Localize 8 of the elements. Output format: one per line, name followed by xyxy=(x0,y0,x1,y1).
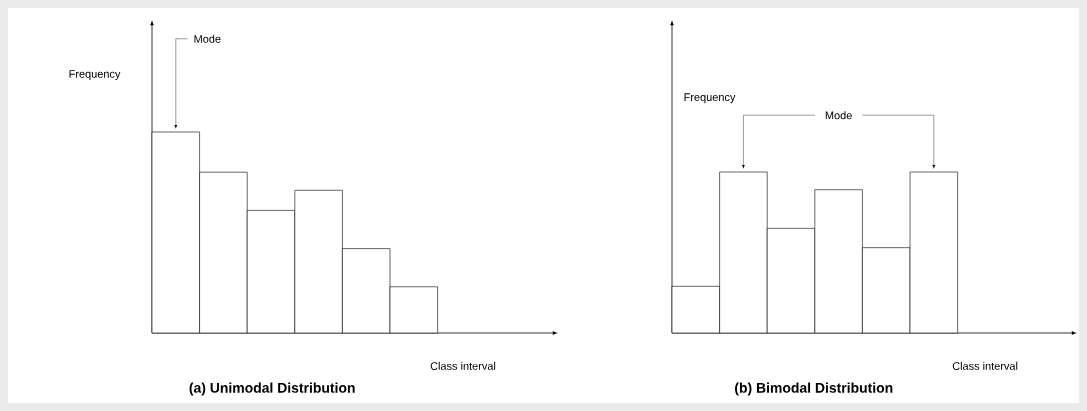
text: Mode xyxy=(825,111,852,120)
x-axis-title: Class interval xyxy=(430,361,496,370)
y-axis-title: Frequency xyxy=(684,93,736,104)
y-axis-title: Frequency xyxy=(69,70,121,80)
text: (a) Unimodal Distribution xyxy=(189,382,355,396)
text: Mode xyxy=(194,34,221,43)
x-axis-title: Class interval xyxy=(952,361,1018,370)
text: (b) Bimodal Distribution xyxy=(735,382,893,396)
